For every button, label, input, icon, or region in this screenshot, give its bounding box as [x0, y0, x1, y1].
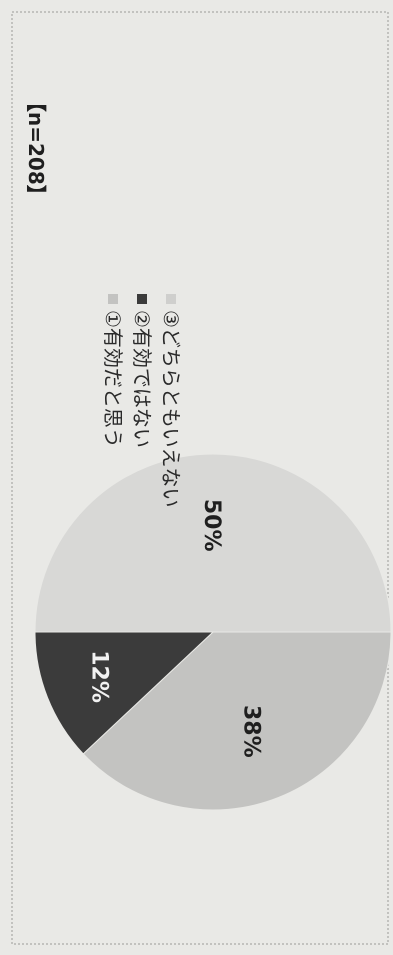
legend-swatch-2 [137, 294, 147, 304]
pie-label-3: 50% [199, 499, 224, 552]
legend-item-3: ③どちらともいえない [159, 310, 183, 508]
legend: ①有効だと思う ②有効ではない ③どちらともいえない [101, 294, 183, 508]
pie-labels: 38% 12% 50% [86, 499, 263, 758]
pie-slice-2 [34, 631, 215, 755]
legend-swatch-1 [108, 294, 118, 304]
chart-frame [11, 11, 389, 945]
legend-item-1: ①有効だと思う [101, 310, 125, 448]
sample-size-label: 【n=208】 [24, 92, 48, 205]
legend-swatch-3 [166, 294, 176, 304]
pie-slice-3 [34, 453, 392, 633]
pie-slice-1 [82, 631, 392, 811]
pie-label-2: 12% [86, 650, 111, 703]
pie-slices [34, 453, 392, 811]
legend-item-2: ②有効ではない [130, 310, 154, 448]
pie-label-1: 38% [238, 705, 263, 758]
